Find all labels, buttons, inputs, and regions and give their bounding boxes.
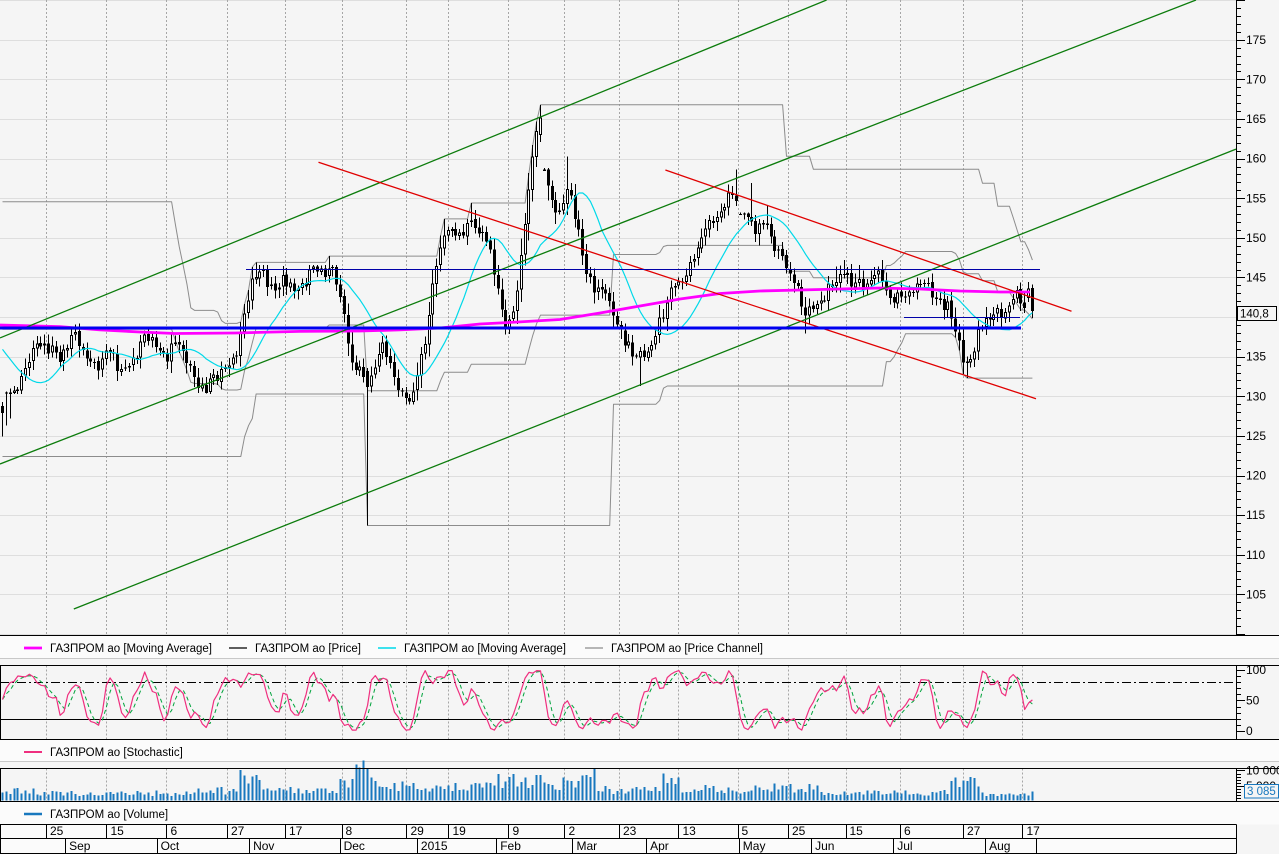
- svg-text:Sep: Sep: [69, 839, 91, 853]
- svg-text:27: 27: [967, 824, 981, 838]
- svg-text:ГАЗПРОМ ао [Moving Average]: ГАЗПРОМ ао [Moving Average]: [50, 643, 212, 655]
- svg-text:Feb: Feb: [500, 839, 521, 853]
- svg-text:115: 115: [1246, 508, 1265, 522]
- svg-text:13: 13: [683, 824, 697, 838]
- svg-text:120: 120: [1246, 469, 1266, 483]
- svg-text:145: 145: [1246, 271, 1266, 285]
- svg-text:15: 15: [111, 824, 125, 838]
- svg-text:2: 2: [569, 824, 576, 838]
- svg-text:100: 100: [1246, 663, 1266, 677]
- svg-text:Nov: Nov: [253, 839, 274, 853]
- svg-text:15: 15: [850, 824, 864, 838]
- svg-text:25: 25: [50, 824, 64, 838]
- svg-text:135: 135: [1246, 350, 1266, 364]
- svg-text:175: 175: [1246, 33, 1266, 47]
- svg-text:Jun: Jun: [815, 839, 834, 853]
- svg-text:50: 50: [1246, 694, 1260, 708]
- svg-text:110: 110: [1246, 548, 1265, 562]
- svg-text:ГАЗПРОМ ао [Moving Average]: ГАЗПРОМ ао [Moving Average]: [404, 643, 566, 655]
- svg-text:Mar: Mar: [577, 839, 598, 853]
- svg-text:165: 165: [1246, 112, 1266, 126]
- svg-text:ГАЗПРОМ ао [Volume]: ГАЗПРОМ ао [Volume]: [50, 809, 168, 821]
- svg-text:5: 5: [742, 824, 749, 838]
- svg-text:Aug: Aug: [989, 839, 1010, 853]
- svg-text:Oct: Oct: [161, 839, 180, 853]
- svg-text:Apr: Apr: [650, 839, 669, 853]
- svg-text:10 000 000: 10 000 000: [1246, 764, 1279, 778]
- svg-text:130: 130: [1246, 389, 1266, 403]
- svg-text:19: 19: [453, 824, 467, 838]
- svg-text:125: 125: [1246, 429, 1266, 443]
- svg-text:8: 8: [346, 824, 353, 838]
- svg-text:ГАЗПРОМ ао [Stochastic]: ГАЗПРОМ ао [Stochastic]: [50, 747, 183, 759]
- svg-text:27: 27: [231, 824, 245, 838]
- svg-text:2015: 2015: [421, 839, 448, 853]
- svg-text:170: 170: [1246, 72, 1266, 86]
- svg-text:105: 105: [1246, 587, 1266, 601]
- svg-text:ГАЗПРОМ ао [Price Channel]: ГАЗПРОМ ао [Price Channel]: [611, 643, 763, 655]
- svg-text:Jul: Jul: [897, 839, 912, 853]
- svg-text:150: 150: [1246, 231, 1266, 245]
- svg-text:29: 29: [411, 824, 425, 838]
- svg-text:17: 17: [1027, 824, 1041, 838]
- svg-text:0: 0: [1246, 724, 1253, 738]
- svg-text:Dec: Dec: [344, 839, 365, 853]
- svg-text:155: 155: [1246, 191, 1266, 205]
- svg-text:6: 6: [904, 824, 911, 838]
- svg-text:6: 6: [171, 824, 178, 838]
- svg-text:23: 23: [623, 824, 637, 838]
- svg-text:May: May: [743, 839, 766, 853]
- svg-text:9: 9: [513, 824, 520, 838]
- svg-text:ГАЗПРОМ ао [Price]: ГАЗПРОМ ао [Price]: [255, 643, 361, 655]
- svg-text:25: 25: [792, 824, 806, 838]
- svg-text:140,8: 140,8: [1240, 309, 1269, 321]
- svg-text:3 085 500: 3 085 500: [1247, 786, 1279, 798]
- svg-text:17: 17: [289, 824, 303, 838]
- svg-text:160: 160: [1246, 152, 1266, 166]
